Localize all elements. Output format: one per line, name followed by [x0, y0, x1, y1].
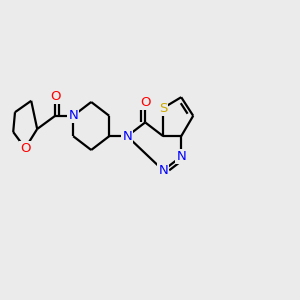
Text: N: N [122, 130, 132, 143]
Text: N: N [176, 150, 186, 163]
Text: O: O [20, 142, 31, 155]
Text: O: O [50, 89, 61, 103]
Text: N: N [158, 164, 168, 177]
Text: N: N [68, 109, 78, 122]
Text: S: S [159, 101, 167, 115]
Text: O: O [140, 95, 151, 109]
